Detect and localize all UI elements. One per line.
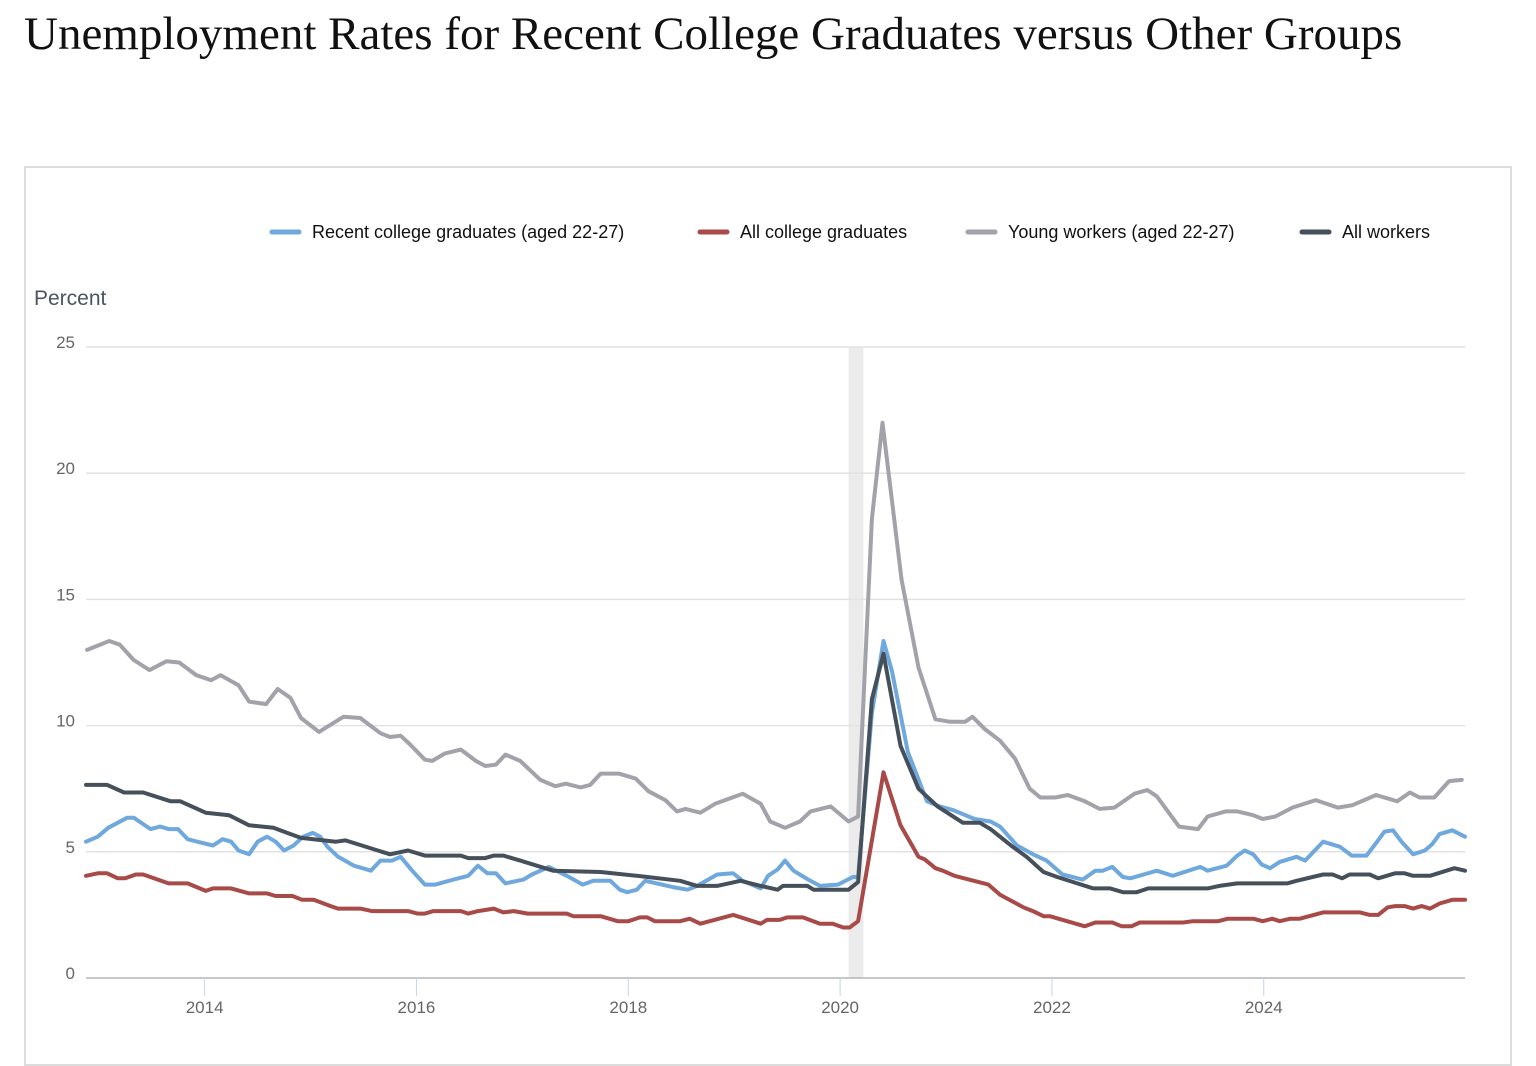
legend-item-2[interactable]: Young workers (aged 22-27) (965, 222, 1234, 242)
x-tick-label: 2018 (609, 998, 647, 1017)
y-tick-label: 5 (66, 838, 75, 857)
x-tick-label: 2014 (186, 998, 224, 1017)
x-tick-label: 2022 (1033, 998, 1071, 1017)
x-tick-label: 2020 (821, 998, 859, 1017)
y-tick-label: 25 (56, 333, 75, 352)
legend-item-3[interactable]: All workers (1299, 222, 1430, 242)
legend-label: All workers (1342, 222, 1430, 242)
y-axis-label: Percent (34, 287, 107, 310)
series-line-1 (84, 770, 1467, 930)
legend-item-1[interactable]: All college graduates (697, 222, 907, 242)
x-tick-label: 2016 (398, 998, 436, 1017)
chart-title: Unemployment Rates for Recent College Gr… (24, 8, 1403, 60)
legend: Recent college graduates (aged 22-27) All… (269, 222, 1430, 242)
series-lines (84, 420, 1467, 930)
series-line-3 (84, 651, 1467, 895)
legend-item-0[interactable]: Recent college graduates (aged 22-27) (269, 222, 624, 242)
series-line-0 (84, 639, 1467, 895)
axes: 0 5 10 15 20 25 2014 2016 2018 2020 2022 2024 (56, 333, 1283, 1017)
legend-label: Recent college graduates (aged 22-27) (312, 222, 624, 242)
legend-label: All college graduates (740, 222, 907, 242)
x-tick-label: 2024 (1245, 998, 1283, 1017)
series-line-2 (85, 420, 1464, 832)
y-tick-label: 15 (56, 585, 75, 604)
gridlines (86, 346, 1465, 979)
y-tick-label: 0 (66, 964, 75, 983)
y-tick-label: 20 (56, 459, 75, 478)
legend-label: Young workers (aged 22-27) (1008, 222, 1234, 242)
y-tick-label: 10 (56, 712, 75, 731)
